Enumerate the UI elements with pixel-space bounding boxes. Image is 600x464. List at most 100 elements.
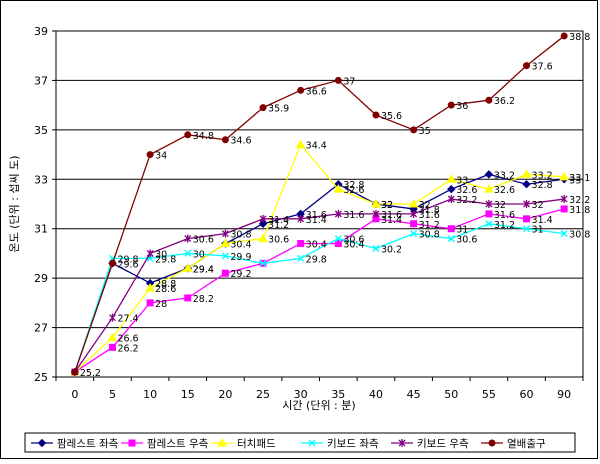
series-point <box>334 209 342 218</box>
series-point <box>484 184 494 193</box>
x-tick-label: 20 <box>218 388 232 401</box>
data-label: 30.4 <box>343 240 364 251</box>
data-label: 30.4 <box>306 240 327 251</box>
series-point <box>560 32 568 40</box>
series-point <box>333 184 344 193</box>
series-point <box>108 259 116 267</box>
series-point <box>410 230 418 238</box>
series-point <box>521 169 532 178</box>
series-point <box>334 235 342 243</box>
data-label: 32.2 <box>456 195 477 206</box>
series-point <box>447 101 455 109</box>
x-tick-label: 50 <box>444 388 458 401</box>
series-point <box>259 214 267 223</box>
legend: 팜레스트 좌측 팜레스트 우측 터치패드 키보드 좌측 키보드 우측 열배출구 <box>31 437 546 450</box>
data-label: 26.6 <box>117 333 138 344</box>
series-point <box>297 254 305 262</box>
data-label: 35.9 <box>268 104 289 115</box>
series-point <box>259 104 267 112</box>
x-tick-label: 25 <box>256 388 270 401</box>
x-tick-label: 15 <box>181 388 195 401</box>
data-label: 32.2 <box>569 195 590 206</box>
series-point <box>107 332 118 341</box>
data-label: 35.6 <box>381 111 402 122</box>
series-point <box>485 210 493 218</box>
series-point <box>523 62 531 70</box>
x-tick-label: 45 <box>407 388 421 401</box>
series-point <box>221 252 229 260</box>
data-label: 30.6 <box>268 235 289 246</box>
series-point <box>410 220 418 228</box>
series-point <box>488 439 496 447</box>
data-label: 32.6 <box>456 185 477 196</box>
series-point <box>447 195 455 204</box>
series-point <box>447 235 455 243</box>
series-point <box>484 170 494 179</box>
data-label: 30.8 <box>569 230 590 241</box>
data-label: 29.9 <box>230 252 251 263</box>
data-label: 32.8 <box>532 180 553 191</box>
series-point <box>372 209 380 218</box>
series-point <box>485 96 493 104</box>
legend-label: 키보드 좌측 <box>327 438 379 450</box>
series-point <box>522 180 531 189</box>
data-label: 25.2 <box>80 368 101 379</box>
data-label: 31.6 <box>381 210 402 221</box>
data-labels: 25.229.628.829.430.431.231.632.832 31.832… <box>80 32 591 379</box>
series-line <box>74 143 565 373</box>
series-point <box>259 259 267 267</box>
data-label: 32.6 <box>343 185 364 196</box>
series-point <box>560 205 568 213</box>
series-point <box>184 131 192 139</box>
data-label: 36.6 <box>306 86 327 97</box>
x-tick-label: 0 <box>71 388 78 401</box>
x-tick-label: 90 <box>557 388 571 401</box>
series-point <box>182 263 193 272</box>
data-label: 30.8 <box>419 230 440 241</box>
data-label: 30.4 <box>230 240 251 251</box>
y-axis-title: 온도 (단위 : 섭씨 도) <box>8 155 21 252</box>
series-point <box>334 76 342 84</box>
y-tick-label: 27 <box>34 322 48 335</box>
data-label: 27.4 <box>117 314 138 325</box>
y-tick-label: 29 <box>34 272 48 285</box>
data-label: 29.2 <box>230 269 251 280</box>
series-point <box>71 368 79 376</box>
y-tick-label: 33 <box>34 173 48 186</box>
series-point <box>108 343 116 351</box>
series-point <box>447 184 456 194</box>
data-label: 33 <box>456 175 468 186</box>
data-label: 32.8 <box>343 180 364 191</box>
data-label: 30 <box>193 249 205 260</box>
series-point <box>523 225 531 233</box>
data-label: 29.4 <box>193 264 214 275</box>
series-point <box>485 200 493 208</box>
data-label: 32 <box>381 200 393 211</box>
data-label: 29.8 <box>155 254 176 265</box>
series-point <box>221 136 229 144</box>
data-label: 33 <box>569 175 581 186</box>
series-point <box>559 171 570 181</box>
legend-label: 팜레스트 우측 <box>147 438 209 450</box>
series-point <box>146 151 154 159</box>
legend-label: 키보드 우측 <box>417 438 469 450</box>
data-label: 36 <box>456 101 468 112</box>
data-label: 26.2 <box>117 343 138 354</box>
series-point <box>295 139 306 149</box>
axis-ticks: 25 27 29 31 33 35 37 39 0 5 10 15 20 25 30 35 40 45 50 55 60… <box>34 25 584 401</box>
data-label: 32 <box>419 200 431 211</box>
series-point <box>408 198 419 208</box>
data-label: 30 <box>155 249 167 260</box>
series-point <box>297 86 305 94</box>
series-point <box>217 437 227 447</box>
data-label: 32 <box>381 200 393 211</box>
series-point <box>184 234 192 243</box>
x-tick-label: 55 <box>482 388 496 401</box>
data-label: 32.6 <box>494 185 515 196</box>
series-point <box>447 225 455 233</box>
data-label: 31.6 <box>494 210 515 221</box>
legend-label: 팜레스트 좌측 <box>57 438 119 450</box>
series-point <box>308 439 316 447</box>
y-tick-label: 35 <box>34 124 48 137</box>
